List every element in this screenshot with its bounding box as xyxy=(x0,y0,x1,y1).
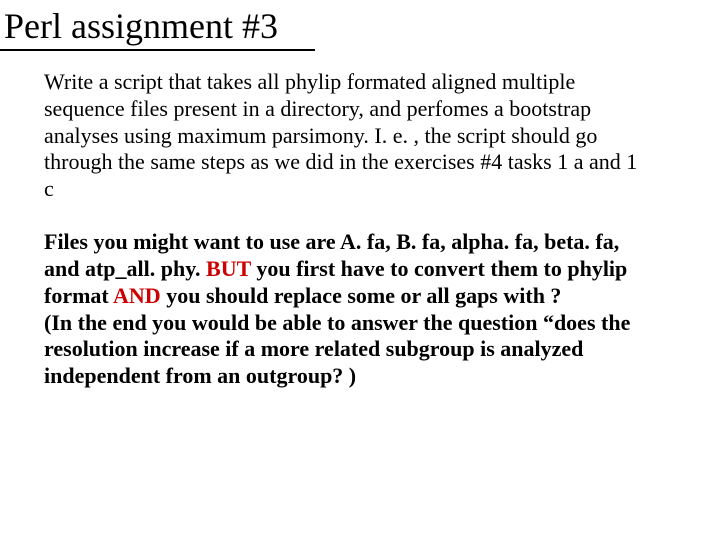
slide-title: Perl assignment #3 xyxy=(0,4,315,51)
p2-text-3: you should replace some or all gaps with… xyxy=(161,283,562,308)
slide-body: Write a script that takes all phylip for… xyxy=(0,69,720,390)
p2-emphasis-and: AND xyxy=(113,283,161,308)
paragraph-1: Write a script that takes all phylip for… xyxy=(44,69,650,203)
p2-emphasis-but: BUT xyxy=(206,256,251,281)
paragraph-2: Files you might want to use are A. fa, B… xyxy=(44,229,650,390)
p2-text-4: (In the end you would be able to answer … xyxy=(44,310,630,389)
slide-container: Perl assignment #3 Write a script that t… xyxy=(0,0,720,540)
